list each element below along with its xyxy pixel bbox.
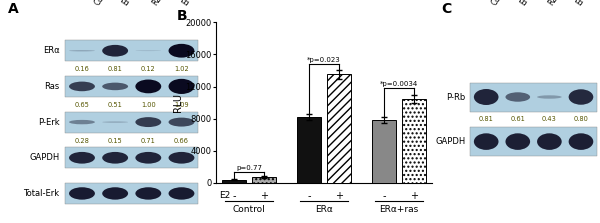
Text: 0.80: 0.80	[574, 116, 589, 122]
Text: 1.02: 1.02	[174, 66, 189, 72]
Text: Control: Control	[490, 0, 513, 7]
Ellipse shape	[169, 187, 194, 200]
Ellipse shape	[69, 152, 95, 164]
Text: 0.15: 0.15	[108, 138, 122, 144]
Ellipse shape	[69, 82, 95, 91]
Ellipse shape	[136, 50, 161, 51]
FancyBboxPatch shape	[470, 127, 597, 156]
Ellipse shape	[474, 133, 499, 150]
Text: 1.09: 1.09	[174, 102, 189, 108]
FancyBboxPatch shape	[65, 147, 198, 168]
Ellipse shape	[136, 117, 161, 127]
Text: ERα: ERα	[315, 204, 333, 214]
Text: -: -	[382, 191, 386, 201]
Ellipse shape	[102, 45, 128, 57]
Ellipse shape	[102, 187, 128, 200]
Text: 0.65: 0.65	[74, 102, 89, 108]
Text: -: -	[307, 191, 311, 201]
Text: ERα+Ras: ERα+Ras	[180, 0, 208, 7]
Text: C: C	[441, 2, 451, 16]
Bar	[372, 120, 397, 183]
Ellipse shape	[169, 44, 194, 58]
Ellipse shape	[505, 92, 530, 102]
Text: 0.81: 0.81	[479, 116, 494, 122]
Ellipse shape	[169, 118, 194, 127]
Ellipse shape	[537, 133, 562, 150]
Text: 0.66: 0.66	[174, 138, 189, 144]
FancyBboxPatch shape	[65, 112, 198, 133]
Text: GAPDH: GAPDH	[435, 137, 466, 146]
FancyBboxPatch shape	[65, 183, 198, 204]
FancyBboxPatch shape	[65, 76, 198, 97]
Text: 0.12: 0.12	[141, 66, 155, 72]
Ellipse shape	[136, 152, 161, 164]
Ellipse shape	[136, 80, 161, 93]
Text: *p=0.023: *p=0.023	[307, 57, 341, 63]
Text: 0.28: 0.28	[74, 138, 89, 144]
Text: +: +	[410, 191, 418, 201]
Text: GAPDH: GAPDH	[29, 153, 59, 162]
Text: +: +	[260, 191, 268, 201]
Text: 0.16: 0.16	[74, 66, 89, 72]
Ellipse shape	[102, 152, 128, 164]
Text: Ras: Ras	[151, 0, 166, 7]
Text: ERα: ERα	[43, 46, 59, 55]
Bar	[296, 117, 322, 183]
Text: ERα: ERα	[121, 0, 137, 7]
Text: Control: Control	[93, 0, 116, 7]
Ellipse shape	[569, 133, 593, 150]
Ellipse shape	[169, 152, 194, 164]
Ellipse shape	[169, 79, 194, 94]
Text: A: A	[8, 2, 19, 16]
Text: *p=0.0034: *p=0.0034	[380, 81, 418, 87]
Text: ERα+ras: ERα+ras	[379, 204, 419, 214]
Text: ERα: ERα	[519, 0, 535, 7]
Text: 0.61: 0.61	[511, 116, 525, 122]
Bar	[326, 74, 351, 183]
Text: Control: Control	[233, 204, 265, 214]
Text: -: -	[232, 191, 236, 201]
Ellipse shape	[69, 187, 95, 200]
Text: 1.00: 1.00	[141, 102, 155, 108]
FancyBboxPatch shape	[470, 83, 597, 112]
Ellipse shape	[474, 89, 499, 105]
Text: p=0.77: p=0.77	[236, 165, 262, 171]
Bar	[222, 180, 246, 183]
Y-axis label: RLU: RLU	[173, 93, 182, 112]
Text: P-Rb: P-Rb	[446, 93, 466, 101]
Text: 0.51: 0.51	[108, 102, 122, 108]
Text: 0.71: 0.71	[141, 138, 155, 144]
Ellipse shape	[569, 89, 593, 105]
Text: B: B	[177, 9, 188, 23]
Text: Ras: Ras	[44, 82, 59, 91]
Ellipse shape	[69, 50, 95, 52]
Text: E2: E2	[219, 191, 230, 200]
Ellipse shape	[102, 121, 128, 123]
Text: Ras: Ras	[547, 0, 562, 7]
Text: Total-Erk: Total-Erk	[23, 189, 59, 198]
Ellipse shape	[136, 187, 161, 200]
Text: +: +	[335, 191, 343, 201]
Ellipse shape	[537, 95, 562, 99]
Bar	[402, 99, 426, 183]
FancyBboxPatch shape	[65, 40, 198, 61]
Ellipse shape	[69, 120, 95, 124]
Text: 0.43: 0.43	[542, 116, 557, 122]
Ellipse shape	[102, 83, 128, 90]
Bar	[252, 177, 277, 183]
Text: P-Erk: P-Erk	[38, 118, 59, 127]
Text: 0.81: 0.81	[108, 66, 122, 72]
Text: ERα+Ras: ERα+Ras	[574, 0, 600, 7]
Ellipse shape	[505, 133, 530, 150]
